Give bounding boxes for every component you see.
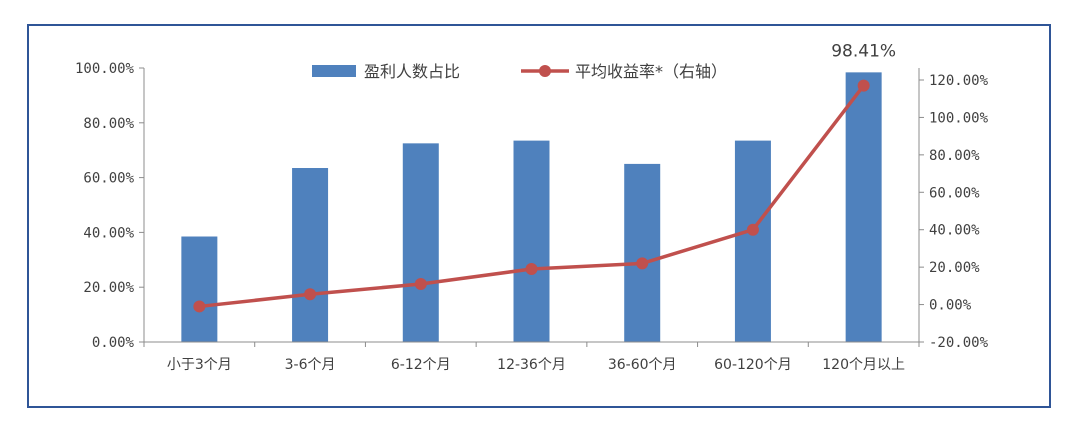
legend-bar-label: 盈利人数占比 <box>364 62 460 81</box>
x-category-label: 小于3个月 <box>167 357 232 373</box>
legend-bar-swatch <box>312 65 356 77</box>
line-point <box>636 257 649 270</box>
right-tick-label: 20.00% <box>929 260 980 276</box>
line-point <box>193 300 206 313</box>
legend-line-label: 平均收益率*（右轴） <box>575 62 727 81</box>
right-tick-label: 0.00% <box>929 298 972 314</box>
x-category-label: 36-60个月 <box>608 357 677 373</box>
x-category-label: 120个月以上 <box>822 357 905 373</box>
bar-series <box>181 72 882 342</box>
bar <box>181 236 218 342</box>
bar <box>402 143 439 342</box>
right-tick-label: 100.00% <box>929 110 989 126</box>
line-point <box>525 263 538 276</box>
line-series <box>193 79 870 313</box>
bar-data-label: 98.41% <box>831 41 896 61</box>
bar <box>292 168 329 342</box>
line-point <box>857 79 870 92</box>
data-labels: 98.41% <box>831 41 896 61</box>
axes <box>139 67 924 347</box>
bar <box>624 163 661 342</box>
bar <box>845 72 882 342</box>
line-point <box>304 288 317 301</box>
left-tick-label: 60.00% <box>83 171 134 187</box>
right-tick-label: 40.00% <box>929 223 980 239</box>
bar <box>513 140 550 342</box>
combo-chart: 0.00% 20.00% 40.00% 60.00% 80.00% 100.00% -20.… <box>75 41 989 373</box>
left-tick-label: 20.00% <box>83 280 134 296</box>
right-tick-label: 80.00% <box>929 148 980 164</box>
line-point <box>414 277 427 290</box>
tick-labels: 0.00% 20.00% 40.00% 60.00% 80.00% 100.00% -20.… <box>75 61 989 373</box>
x-category-label: 6-12个月 <box>391 357 451 373</box>
chart-frame: 0.00% 20.00% 40.00% 60.00% 80.00% 100.00% -20.… <box>27 24 1051 408</box>
right-tick-label: 60.00% <box>929 185 980 201</box>
legend-line-marker <box>539 65 551 77</box>
right-tick-label: 120.00% <box>929 73 989 89</box>
x-category-label: 3-6个月 <box>285 357 336 373</box>
bar <box>734 140 771 342</box>
left-tick-label: 40.00% <box>83 225 134 241</box>
right-tick-label: -20.00% <box>929 335 989 351</box>
left-tick-label: 80.00% <box>83 116 134 132</box>
legend: 盈利人数占比 平均收益率*（右轴） <box>312 62 727 81</box>
left-tick-label: 0.00% <box>92 335 135 351</box>
x-category-label: 60-120个月 <box>714 357 792 373</box>
x-category-label: 12-36个月 <box>497 357 566 373</box>
left-tick-label: 100.00% <box>75 61 135 77</box>
line-point <box>746 223 759 236</box>
